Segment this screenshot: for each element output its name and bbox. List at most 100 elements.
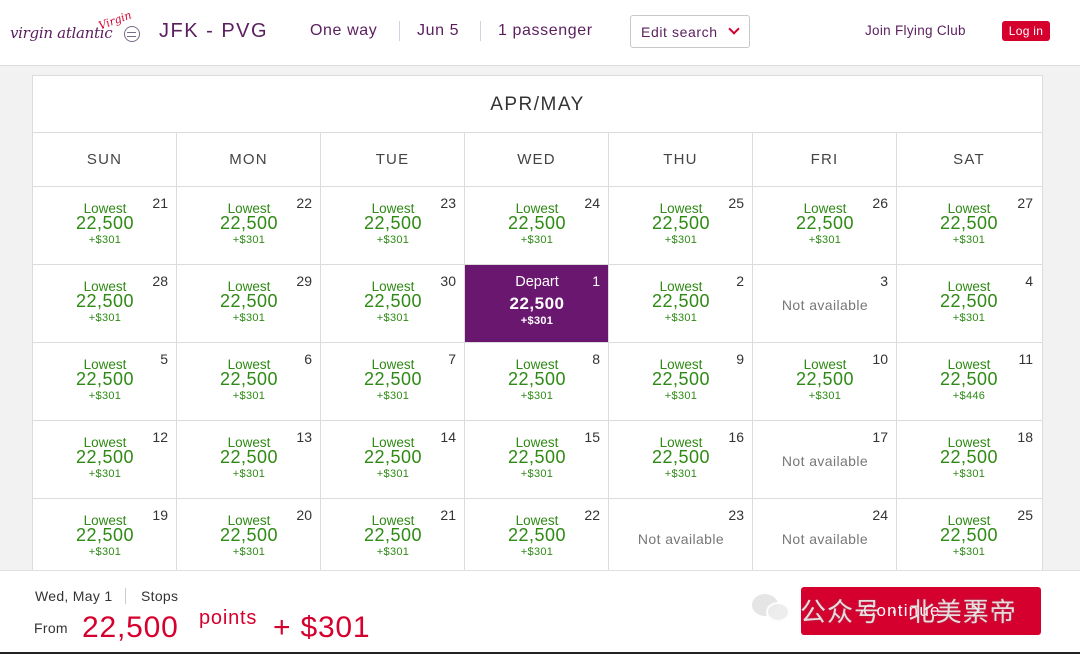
continue-button[interactable]: Continue [801, 587, 1041, 635]
day-cell[interactable]: 21 Lowest 22,500 +$301 [33, 187, 177, 264]
day-cell[interactable]: 21 Lowest 22,500 +$301 [321, 499, 465, 576]
day-number: 26 [872, 195, 888, 211]
fare-tax: +$301 [88, 390, 122, 402]
fare-points: 22,500 [507, 369, 567, 389]
stops-link[interactable]: Stops [141, 588, 179, 604]
day-number: 14 [440, 429, 456, 445]
day-number: 11 [1018, 351, 1033, 367]
day-cell[interactable]: 2 Lowest 22,500 +$301 [609, 265, 753, 342]
day-cell[interactable]: 5 Lowest 22,500 +$301 [33, 343, 177, 420]
day-number: 22 [584, 507, 600, 523]
fare-points: 22,500 [363, 525, 423, 545]
edit-search-button[interactable]: Edit search [630, 15, 750, 48]
day-cell[interactable]: 26 Lowest 22,500 +$301 [753, 187, 897, 264]
day-number: 6 [304, 351, 312, 367]
day-cell[interactable]: 24 Lowest 22,500 +$301 [465, 187, 609, 264]
login-button[interactable]: Log in [1002, 21, 1050, 41]
day-number: 29 [296, 273, 312, 289]
day-cell[interactable]: 8 Lowest 22,500 +$301 [465, 343, 609, 420]
lowest-label: Lowest [83, 513, 127, 528]
fare-tax: +$301 [376, 390, 410, 402]
selection-footer: Wed, May 1 Stops From 22,500 points + $3… [0, 570, 1080, 654]
fare-points: 22,500 [939, 369, 999, 389]
day-cell[interactable]: 15 Lowest 22,500 +$301 [465, 421, 609, 498]
fare-points: 22,500 [651, 447, 711, 467]
day-cell[interactable]: 23 Lowest 22,500 +$301 [321, 187, 465, 264]
day-cell[interactable]: 13 Lowest 22,500 +$301 [177, 421, 321, 498]
lowest-label: Lowest [371, 201, 415, 216]
fare-points: 22,500 [75, 447, 135, 467]
day-number: 17 [872, 429, 888, 445]
day-number: 23 [440, 195, 456, 211]
day-cell[interactable]: 12 Lowest 22,500 +$301 [33, 421, 177, 498]
logo-wordmark: virgin atlantic [10, 24, 113, 42]
fare-points: 22,500 [75, 213, 135, 233]
day-number: 20 [296, 507, 312, 523]
skyteam-globe-icon [124, 26, 140, 42]
day-cell[interactable]: 11 Lowest 22,500 +$446 [897, 343, 1041, 420]
day-cell[interactable]: 22 Lowest 22,500 +$301 [177, 187, 321, 264]
day-cell[interactable]: 27 Lowest 22,500 +$301 [897, 187, 1041, 264]
lowest-label: Lowest [83, 357, 127, 372]
fare-tax: +$301 [232, 234, 266, 246]
fare-tax: +$301 [808, 390, 842, 402]
day-number: 3 [880, 273, 888, 289]
fare-tax: +$301 [664, 234, 698, 246]
weekday-mon: MON [177, 133, 321, 187]
lowest-label: Lowest [515, 201, 559, 216]
lowest-label: Lowest [227, 513, 271, 528]
fare-tax: +$301 [376, 468, 410, 480]
day-cell-unavailable: 23 Not available [609, 499, 753, 576]
join-flying-club-link[interactable]: Join Flying Club [865, 23, 966, 38]
chevron-right-icon [967, 604, 980, 617]
lowest-label: Lowest [803, 201, 847, 216]
lowest-label: Lowest [371, 279, 415, 294]
lowest-label: Lowest [947, 201, 991, 216]
day-cell[interactable]: 29 Lowest 22,500 +$301 [177, 265, 321, 342]
day-cell[interactable]: 25 Lowest 22,500 +$301 [897, 499, 1041, 576]
window-bottom-edge [0, 652, 1080, 654]
day-cell[interactable]: 14 Lowest 22,500 +$301 [321, 421, 465, 498]
day-cell-unavailable: 17 Not available [753, 421, 897, 498]
calendar-week: 21 Lowest 22,500 +$301 22 Lowest 22,500 +$301 23… [33, 187, 1042, 265]
day-number: 13 [296, 429, 312, 445]
fare-tax: +$301 [520, 468, 554, 480]
weekday-sat: SAT [953, 151, 985, 168]
fare-calendar: APR/MAY SUN MON TUE WED THU FRI SAT 21 Lowest 22… [32, 75, 1043, 595]
virgin-atlantic-logo[interactable]: virgin atlantic Virgin [10, 9, 145, 50]
day-cell[interactable]: 20 Lowest 22,500 +$301 [177, 499, 321, 576]
route-title: JFK - PVG [159, 20, 269, 42]
weekday-tue: TUE [321, 133, 465, 187]
fare-tax: +$301 [520, 234, 554, 246]
day-number: 25 [1017, 507, 1033, 523]
day-cell[interactable]: 4 Lowest 22,500 +$301 [897, 265, 1041, 342]
fare-points: 22,500 [651, 291, 711, 311]
day-cell-selected[interactable]: 1 Depart 22,500 +$301 [465, 265, 609, 342]
chevron-down-icon [728, 23, 740, 35]
header-divider [399, 21, 400, 41]
header-divider [480, 21, 481, 41]
day-cell[interactable]: 25 Lowest 22,500 +$301 [609, 187, 753, 264]
fare-tax: +$446 [952, 390, 986, 402]
day-cell[interactable]: 30 Lowest 22,500 +$301 [321, 265, 465, 342]
fare-tax: +$301 [376, 234, 410, 246]
day-cell[interactable]: 19 Lowest 22,500 +$301 [33, 499, 177, 576]
fare-points: 22,500 [507, 213, 567, 233]
day-number: 21 [152, 195, 168, 211]
day-cell[interactable]: 28 Lowest 22,500 +$301 [33, 265, 177, 342]
fare-points: 22,500 [75, 369, 135, 389]
day-number: 1 [592, 273, 600, 289]
day-cell[interactable]: 16 Lowest 22,500 +$301 [609, 421, 753, 498]
lowest-label: Lowest [515, 513, 559, 528]
lowest-label: Lowest [83, 435, 127, 450]
day-number: 21 [440, 507, 456, 523]
lowest-label: Lowest [371, 435, 415, 450]
day-cell[interactable]: 10 Lowest 22,500 +$301 [753, 343, 897, 420]
day-cell[interactable]: 9 Lowest 22,500 +$301 [609, 343, 753, 420]
total-cash: + $301 [273, 611, 371, 644]
day-cell[interactable]: 6 Lowest 22,500 +$301 [177, 343, 321, 420]
day-cell[interactable]: 22 Lowest 22,500 +$301 [465, 499, 609, 576]
fare-tax: +$301 [232, 390, 266, 402]
day-cell[interactable]: 7 Lowest 22,500 +$301 [321, 343, 465, 420]
day-cell[interactable]: 18 Lowest 22,500 +$301 [897, 421, 1041, 498]
